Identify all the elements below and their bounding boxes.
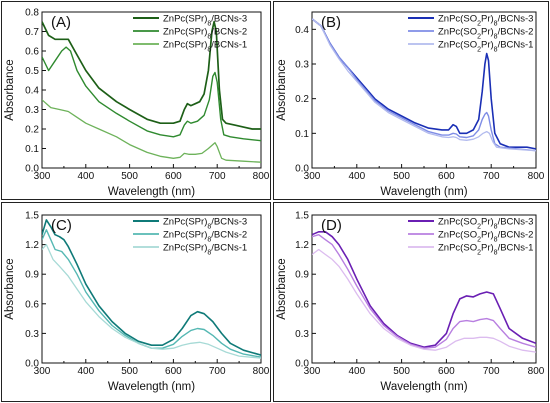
chart-svg-c: 300 400 500 600 700 800 0.0 0.3 0.6 0.9 1.2 1.5 Wave…	[4, 211, 270, 394]
y-axis-title: Absorbance	[276, 258, 288, 319]
series-line-3	[312, 248, 536, 353]
x-tick-label: 300	[34, 366, 51, 377]
y-tick-label: 0.9	[25, 270, 39, 281]
chart-svg-d: 300 400 500 600 700 800 0.0 0.3 0.6 0.9 1.2 1.5 Wave…	[276, 211, 545, 394]
y-tick-label: 0.9	[295, 270, 309, 281]
x-tick-label: 800	[528, 366, 545, 377]
chart-svg-a: 300 400 500 600 700 800 0.0 0.1 0.2 0.3 0.4 0.5 0.6 0…	[4, 8, 270, 199]
x-tick-label: 400	[77, 366, 94, 377]
y-tick-label: 0.1	[295, 129, 309, 140]
y-tick-label: 0.3	[25, 105, 39, 116]
legend-label: ZnPc(SPr)8/BCNs-1	[163, 40, 247, 54]
legend-label: ZnPc(SO2Pr)8/BCNs-1	[438, 243, 533, 257]
x-tick-label: 500	[121, 171, 138, 182]
panel-label: (D)	[321, 217, 342, 234]
y-tick-label: 1.5	[295, 211, 309, 222]
panel-label: (A)	[51, 14, 71, 31]
y-tick-label: 1.5	[25, 211, 39, 222]
y-tick-label: 0.6	[295, 299, 309, 310]
x-tick-label: 800	[253, 366, 270, 377]
chart-svg-b: 300 400 500 600 700 800 0.0 0.1 0.2 0.3 0.4 Wavelen…	[276, 11, 545, 198]
y-tick-label: 1.2	[295, 240, 309, 251]
y-tick-label: 0.1	[25, 144, 39, 155]
x-tick-label: 300	[34, 171, 51, 182]
x-axis-title: Wavelength (nm)	[108, 381, 195, 393]
y-tick-label: 0.3	[25, 329, 39, 340]
x-axis-title: Wavelength (nm)	[380, 381, 467, 393]
legend-label: ZnPc(SO2Pr)8/BCNs-3	[438, 217, 533, 231]
y-tick-label: 0.3	[295, 329, 309, 340]
legend-label: ZnPc(SPr)8/BCNs-3	[163, 14, 247, 28]
series-line-3	[42, 243, 261, 359]
series-line-2	[42, 46, 261, 142]
y-tick-label: 0.6	[25, 47, 39, 58]
panel-label: (B)	[321, 14, 341, 31]
series-line-1	[312, 18, 536, 150]
series-line-2	[312, 18, 536, 152]
y-tick-label: 0.8	[25, 8, 39, 19]
legend-label: ZnPc(SO2Pr)8/BCNs-2	[438, 230, 533, 244]
x-tick-label: 700	[209, 366, 226, 377]
series-line-1	[312, 231, 536, 348]
x-tick-label: 800	[528, 171, 545, 182]
legend-label: ZnPc(SO2Pr)8/BCNs-1	[438, 40, 533, 54]
y-tick-label: 0.5	[25, 66, 39, 77]
x-tick-label: 400	[348, 366, 365, 377]
x-tick-label: 500	[393, 171, 410, 182]
series-line-1	[42, 20, 261, 130]
x-axis-title: Wavelength (nm)	[108, 186, 195, 198]
chart-panel-b: 300 400 500 600 700 800 0.0 0.1 0.2 0.3 0.4 Wavelen…	[273, 1, 549, 200]
x-tick-label: 700	[483, 366, 500, 377]
series-line-3	[312, 18, 536, 152]
x-tick-label: 800	[253, 171, 270, 182]
legend-label: ZnPc(SO2Pr)8/BCNs-2	[438, 27, 533, 41]
legend-label: ZnPc(SO2Pr)8/BCNs-3	[438, 14, 533, 28]
legend-label: ZnPc(SPr)8/BCNs-2	[163, 230, 247, 244]
chart-panel-a: 300 400 500 600 700 800 0.0 0.1 0.2 0.3 0.4 0.5 0.6 0…	[1, 1, 271, 200]
legend-label: ZnPc(SPr)8/BCNs-3	[163, 217, 247, 231]
series-line-1	[42, 219, 261, 356]
x-tick-label: 400	[348, 171, 365, 182]
panel-label: (C)	[51, 217, 72, 234]
legend-label: ZnPc(SPr)8/BCNs-2	[163, 27, 247, 41]
x-tick-label: 300	[304, 366, 321, 377]
x-tick-label: 500	[121, 366, 138, 377]
y-tick-label: 0.2	[295, 94, 309, 105]
y-tick-label: 0.0	[295, 164, 309, 175]
series-line-2	[312, 234, 536, 349]
y-tick-label: 1.2	[25, 240, 39, 251]
x-tick-label: 600	[438, 171, 455, 182]
y-tick-label: 0.0	[25, 359, 39, 370]
y-tick-label: 0.7	[25, 27, 39, 38]
x-tick-label: 700	[483, 171, 500, 182]
y-tick-label: 0.2	[25, 125, 39, 136]
x-tick-label: 400	[77, 171, 94, 182]
series-line-3	[42, 99, 261, 163]
chart-panel-c: 300 400 500 600 700 800 0.0 0.3 0.6 0.9 1.2 1.5 Wave…	[1, 202, 271, 402]
x-tick-label: 600	[165, 171, 182, 182]
legend-label: ZnPc(SPr)8/BCNs-1	[163, 243, 247, 257]
y-axis-title: Absorbance	[4, 59, 16, 120]
x-tick-label: 600	[165, 366, 182, 377]
y-axis-title: Absorbance	[4, 258, 16, 319]
y-tick-label: 0.6	[25, 299, 39, 310]
x-tick-label: 600	[438, 366, 455, 377]
x-axis-title: Wavelength (nm)	[380, 186, 467, 198]
chart-panel-d: 300 400 500 600 700 800 0.0 0.3 0.6 0.9 1.2 1.5 Wave…	[273, 202, 549, 402]
y-tick-label: 0.4	[25, 86, 39, 97]
x-tick-label: 500	[393, 366, 410, 377]
x-tick-label: 300	[304, 171, 321, 182]
y-axis-title: Absorbance	[276, 59, 288, 120]
y-tick-label: 0.0	[295, 359, 309, 370]
y-tick-label: 0.3	[295, 60, 309, 71]
y-tick-label: 0.4	[295, 25, 309, 36]
y-tick-label: 0.0	[25, 164, 39, 175]
x-tick-label: 700	[209, 171, 226, 182]
